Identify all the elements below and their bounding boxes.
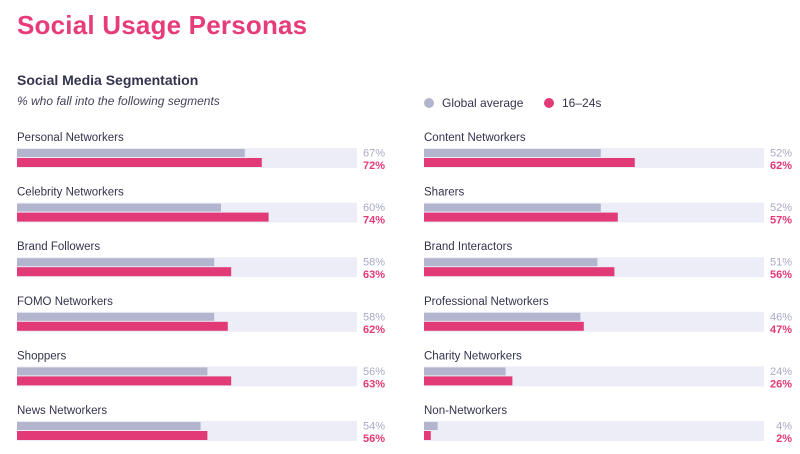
value-label-youth: 56% [363,433,385,445]
bar-youth [17,267,232,277]
legend-label-youth: 16–24s [562,96,602,110]
bar-global [17,312,215,321]
bar-category-label: News Networkers [17,405,107,417]
bar-youth [424,158,635,167]
value-label-youth: 26% [770,378,792,390]
legend-label-global: Global average [442,96,524,110]
bar-youth [424,376,513,386]
bar-global [424,149,601,157]
bar-category-label: Content Networkers [424,132,526,144]
chart-caption: % who fall into the following segments [17,94,220,108]
value-label-youth: 74% [363,215,385,227]
bar-youth [17,321,228,331]
legend-item-youth: 16–24s [544,96,601,110]
bar-global [17,367,208,376]
legend-swatch-global [424,98,434,108]
value-label-youth: 62% [363,324,385,336]
value-label-youth: 72% [363,160,385,172]
value-label-global: 56% [363,366,385,378]
value-label-global: 67% [363,148,385,160]
bar-youth [17,376,232,386]
value-label-youth: 57% [770,215,792,227]
bar-category-label: Sharers [424,187,465,199]
legend-item-global: Global average [424,96,523,110]
bar-category-label: Personal Networkers [17,132,124,144]
chart-subtitle: Social Media Segmentation [17,72,199,88]
value-label-global: 52% [770,202,792,214]
bar-global [424,312,581,321]
page-title: Social Usage Personas [17,10,308,40]
value-label-youth: 56% [770,269,792,281]
bar-youth [17,431,208,440]
bar-category-label: Professional Networkers [424,296,549,308]
bar-youth [424,431,431,440]
value-label-global: 51% [770,257,792,269]
bar-category-label: Non-Networkers [424,405,507,417]
bar-global [424,367,506,376]
bar-youth [424,212,618,222]
bar-global [424,258,598,267]
bar-track [424,421,764,441]
bar-global [17,422,201,430]
bar-global [424,422,438,430]
value-label-global: 60% [363,202,385,214]
bar-youth [424,321,584,331]
bar-global [17,258,215,267]
bar-youth [424,267,615,277]
bar-global [17,149,245,157]
value-label-global: 58% [363,311,385,323]
bar-youth [17,158,262,167]
value-label-global: 24% [770,366,792,378]
bar-category-label: FOMO Networkers [17,296,113,308]
bar-global [424,203,601,212]
value-label-youth: 47% [770,324,792,336]
value-label-global: 52% [770,148,792,160]
value-label-youth: 2% [776,433,792,445]
legend-swatch-youth [544,98,554,108]
value-label-youth: 63% [363,269,385,281]
bar-category-label: Shoppers [17,350,66,362]
bar-category-label: Brand Interactors [424,241,512,253]
value-label-youth: 63% [363,378,385,390]
bar-category-label: Celebrity Networkers [17,187,124,199]
value-label-global: 58% [363,257,385,269]
value-label-global: 4% [776,421,792,433]
bar-category-label: Brand Followers [17,241,100,253]
bar-youth [17,212,269,222]
value-label-youth: 62% [770,160,792,172]
bar-category-label: Charity Networkers [424,350,522,362]
bar-global [17,203,221,212]
value-label-global: 46% [770,311,792,323]
value-label-global: 54% [363,421,385,433]
